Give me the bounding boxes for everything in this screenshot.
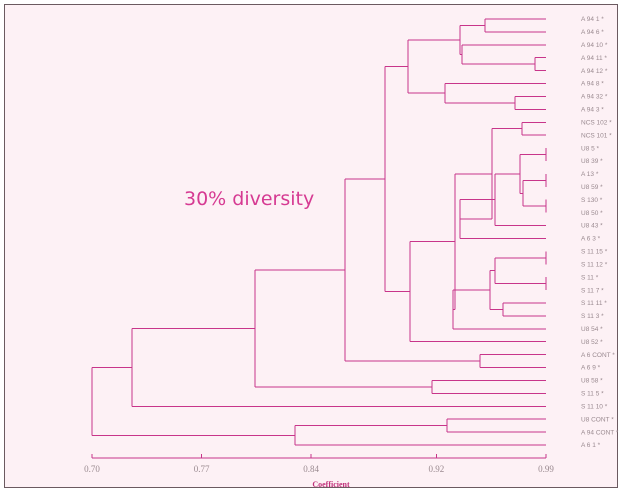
leaf-label: A 94 6 * bbox=[581, 29, 604, 36]
leaf-label: U8 CONT * bbox=[581, 416, 614, 423]
leaf-label: A 94 32 * bbox=[581, 94, 608, 101]
leaf-labels: A 94 1 * A 94 6 * A 94 10 * A 94 11 * A 94 1… bbox=[581, 16, 619, 449]
dendrogram-branches bbox=[91, 18, 547, 446]
x-axis-tick-label: 0.92 bbox=[429, 464, 445, 474]
leaf-label: U8 59 * bbox=[581, 184, 603, 191]
dendrogram-frame: A 94 1 * A 94 6 * A 94 10 * A 94 11 * A 94 1… bbox=[4, 4, 619, 489]
leaf-label: A 6 9 * bbox=[581, 365, 601, 372]
x-axis-tick-label: 0.84 bbox=[303, 464, 319, 474]
leaf-label: U8 54 * bbox=[581, 326, 603, 333]
leaf-label: NCS 102 * bbox=[581, 119, 612, 126]
leaf-label: S 130 * bbox=[581, 197, 603, 204]
leaf-label: S 11 5 * bbox=[581, 391, 604, 398]
leaf-label: A 6 CONT * bbox=[581, 352, 615, 359]
x-axis-tick-labels: 0.70 0.77 0.84 0.92 0.99 bbox=[84, 464, 554, 474]
leaf-label: U8 52 * bbox=[581, 339, 603, 346]
leaf-label: NCS 101 * bbox=[581, 132, 612, 139]
leaf-label: U8 50 * bbox=[581, 210, 603, 217]
x-axis-tick-label: 0.77 bbox=[194, 464, 210, 474]
leaf-label: A 94 8 * bbox=[581, 81, 604, 88]
x-axis-ticks bbox=[91, 454, 547, 458]
leaf-label: A 94 3 * bbox=[581, 107, 604, 114]
x-axis-tick-label: 0.70 bbox=[84, 464, 100, 474]
leaf-label: S 11 * bbox=[581, 274, 599, 281]
leaf-label: A 94 1 * bbox=[581, 16, 604, 23]
leaf-label: A 94 CONT * bbox=[581, 429, 619, 436]
leaf-label: U8 5 * bbox=[581, 145, 600, 152]
leaf-label: U8 58 * bbox=[581, 378, 603, 385]
leaf-label: U8 39 * bbox=[581, 158, 603, 165]
dendrogram: A 94 1 * A 94 6 * A 94 10 * A 94 11 * A 94 1… bbox=[84, 16, 619, 489]
leaf-label: S 11 11 * bbox=[581, 300, 607, 307]
leaf-label: A 6 1 * bbox=[581, 442, 601, 449]
x-axis-title: Coefficient bbox=[312, 480, 350, 489]
leaf-label: S 11 3 * bbox=[581, 313, 604, 320]
leaf-label: U8 43 * bbox=[581, 223, 603, 230]
leaf-label: S 11 10 * bbox=[581, 403, 608, 410]
x-axis-tick-label: 0.99 bbox=[538, 464, 554, 474]
leaf-label: S 11 15 * bbox=[581, 249, 608, 256]
leaf-label: A 94 10 * bbox=[581, 42, 608, 49]
leaf-label: S 11 7 * bbox=[581, 287, 604, 294]
leaf-label: A 13 * bbox=[581, 171, 599, 178]
leaf-label: A 94 12 * bbox=[581, 68, 608, 75]
leaf-label: S 11 12 * bbox=[581, 261, 608, 268]
diversity-annotation: 30% diversity bbox=[184, 188, 314, 210]
leaf-label: A 6 3 * bbox=[581, 236, 601, 243]
leaf-label: A 94 11 * bbox=[581, 55, 607, 62]
